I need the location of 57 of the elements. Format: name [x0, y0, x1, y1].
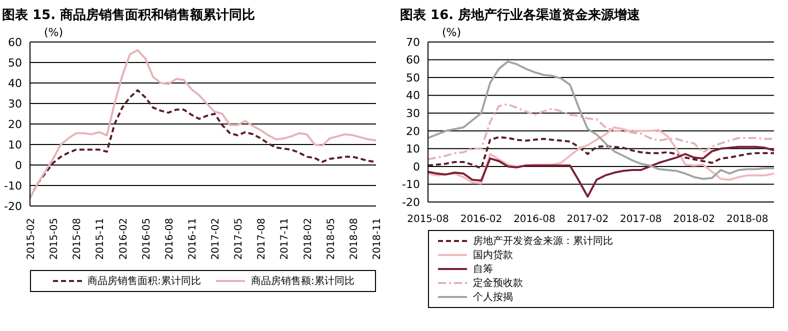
y-axis-title: (%)	[44, 26, 64, 39]
y-tick-label: 60	[8, 36, 22, 49]
chart-title: 图表 16. 房地产行业各渠道资金来源增速	[399, 6, 642, 25]
y-tick-label: 20	[406, 124, 420, 138]
x-tick-label: 2016-11	[187, 218, 198, 260]
line-series	[427, 136, 775, 170]
x-tick-label: 2016-05	[141, 218, 152, 260]
x-tick-label: 2017-05	[234, 218, 245, 260]
legend-label: 商品房销售额:累计同比	[251, 274, 354, 288]
x-tick-label: 2017-02	[210, 218, 222, 260]
y-tick-label: 30	[406, 107, 420, 120]
y-tick-label: -10	[402, 178, 420, 192]
x-tick-label: 2016-08	[164, 218, 176, 260]
y-axis-title: (%)	[442, 26, 462, 39]
line-series	[29, 49, 377, 199]
x-tick-label: 2015-11	[95, 218, 106, 260]
legend-label: 商品房销售面积:累计同比	[88, 274, 201, 288]
y-tick-label: 50	[8, 56, 22, 70]
x-tick-label: 2016-02	[460, 214, 502, 225]
x-tick-label: 2015-02	[26, 218, 37, 260]
y-tick-label: 10	[406, 142, 420, 156]
y-tick-label: -20	[402, 196, 420, 209]
x-tick-label: 2016-02	[118, 218, 130, 260]
x-tick-label: 2018-08	[726, 214, 768, 225]
x-tick-label: 2017-08	[256, 218, 268, 260]
x-tick-label: 2015-08	[72, 218, 84, 260]
x-tick-label: 2018-02	[673, 214, 716, 225]
x-tick-label: 2015-05	[49, 218, 60, 260]
line-series	[427, 146, 775, 198]
y-tick-label: 10	[8, 138, 22, 152]
chart-title: 图表 15. 商品房销售面积和销售额累计同比	[1, 6, 256, 25]
x-tick-label: 2017-08	[620, 214, 662, 225]
legend-label: 自筹	[473, 263, 493, 276]
legend-label: 国内贷款	[473, 248, 513, 262]
x-tick-label: 2018-02	[302, 218, 314, 260]
x-tick-label: 2017-02	[566, 214, 609, 225]
y-tick-label: -20	[4, 200, 22, 213]
y-tick-label: 40	[8, 76, 22, 90]
legend-label: 定金预收款	[473, 276, 523, 290]
y-tick-label: 40	[406, 89, 420, 102]
legend-label: 个人按揭	[473, 290, 513, 304]
legend-label: 房地产开发资金来源：累计同比	[473, 234, 613, 248]
y-tick-label: 60	[406, 54, 420, 67]
x-tick-label: 2018-08	[348, 218, 360, 260]
y-tick-label: 50	[406, 71, 420, 84]
y-tick-label: 0	[413, 160, 420, 174]
y-tick-label: 20	[8, 118, 22, 131]
x-tick-label: 2018-11	[372, 218, 383, 260]
y-tick-label: 0	[15, 158, 22, 172]
line-series	[427, 60, 775, 180]
x-tick-label: 2017-11	[280, 218, 291, 260]
x-tick-label: 2018-05	[326, 218, 337, 260]
y-tick-label: -10	[4, 179, 22, 192]
x-tick-label: 2016-08	[514, 214, 556, 225]
y-tick-label: 30	[8, 97, 22, 110]
y-tick-label: 70	[406, 36, 420, 49]
x-tick-label: 2015-08	[407, 214, 449, 225]
